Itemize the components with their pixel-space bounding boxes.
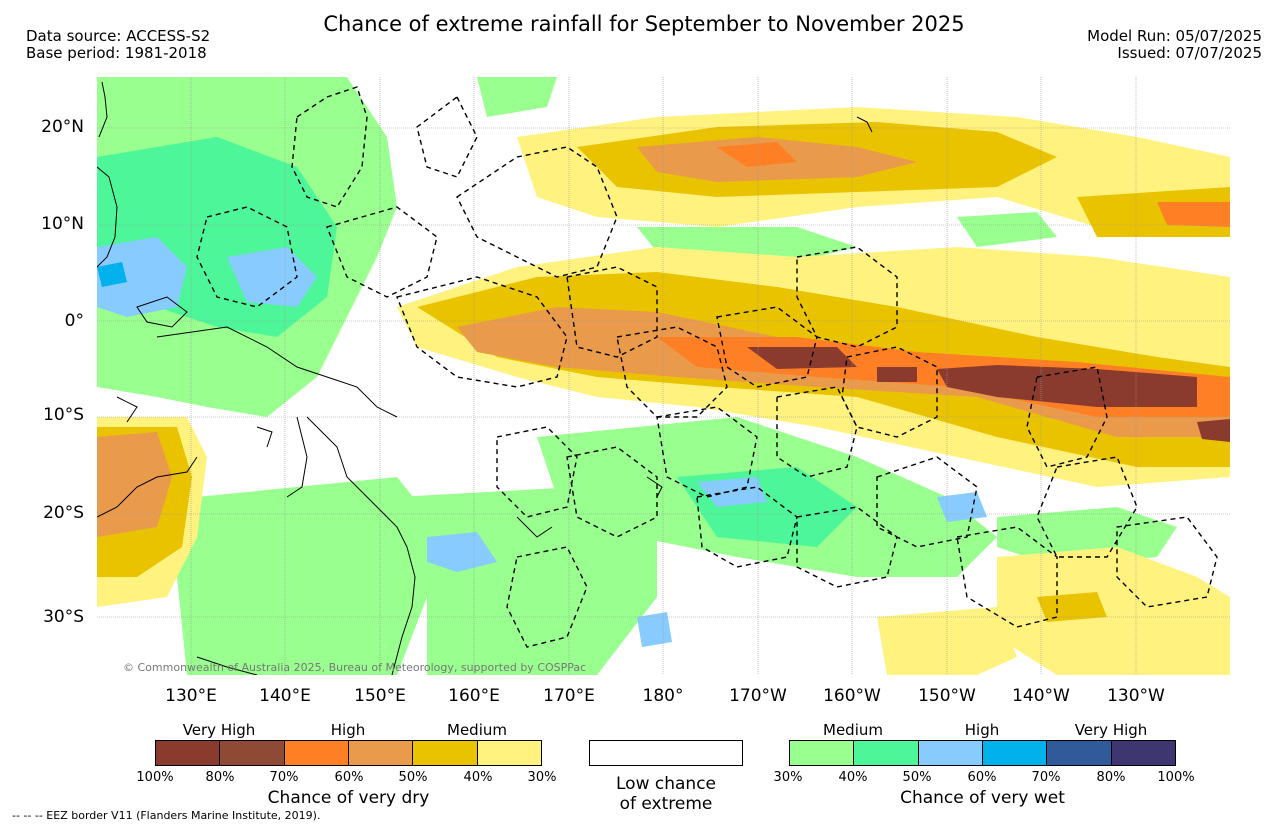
lat-label-equator: 0° [64, 311, 84, 331]
wet-swatch-70-80 [1047, 741, 1112, 765]
dry-swatch-50-60 [348, 741, 414, 765]
dry-swatch-40-50 [413, 741, 478, 765]
dry-level-very-high: Very High [182, 721, 256, 739]
lon-label-140e: 140°E [259, 686, 311, 706]
graticule [97, 77, 1230, 675]
rainfall-map: © Commonwealth of Australia 2025, Bureau… [97, 77, 1230, 675]
lon-label-180: 180° [642, 686, 684, 706]
wet-tick: 40% [838, 770, 868, 785]
dry-colorbar [155, 740, 542, 766]
dry-level-medium: Medium [447, 721, 507, 739]
dry-tick: 50% [398, 770, 428, 785]
low-chance-swatch [589, 740, 743, 766]
map-copyright: © Commonwealth of Australia 2025, Bureau… [123, 661, 586, 674]
dry-tick: 70% [269, 770, 299, 785]
lon-label-160w: 160°W [823, 686, 881, 706]
lat-label-20s: 20°S [43, 503, 84, 523]
wet-tick: 30% [773, 770, 803, 785]
lon-label-170e: 170°E [543, 686, 595, 706]
issued-label: Issued: 07/07/2025 [1117, 44, 1262, 62]
dry-tick: 60% [334, 770, 364, 785]
wet-swatch-30-40 [790, 741, 855, 765]
wet-legend-caption: Chance of very wet [900, 788, 1065, 808]
wet-level-medium: Medium [823, 721, 883, 739]
wet-level-high: High [964, 721, 1000, 739]
dry-tick: 30% [527, 770, 557, 785]
wet-swatch-80-100 [1111, 741, 1175, 765]
lon-label-160e: 160°E [448, 686, 500, 706]
eez-footnote: -- -- -- EEZ border V11 (Flanders Marine… [12, 809, 321, 822]
wet-tick: 100% [1157, 770, 1195, 785]
wet-swatch-40-50 [854, 741, 919, 765]
wet-tick: 80% [1096, 770, 1126, 785]
model-run-label: Model Run: 05/07/2025 [1087, 27, 1262, 45]
dry-chance-regions [97, 107, 1230, 675]
lon-label-170w: 170°W [729, 686, 787, 706]
wet-colorbar [789, 740, 1176, 766]
map-title: Chance of extreme rainfall for September… [323, 12, 965, 36]
lon-label-150w: 150°W [918, 686, 976, 706]
dry-swatch-30-40 [477, 741, 541, 765]
coastlines [97, 81, 873, 675]
dry-swatch-70-80 [220, 741, 285, 765]
base-period-label: Base period: 1981-2018 [26, 44, 207, 62]
dry-swatch-60-70 [284, 741, 349, 765]
lon-label-150e: 150°E [354, 686, 406, 706]
low-chance-caption-2: of extreme [619, 794, 713, 814]
wet-tick: 60% [967, 770, 997, 785]
wet-tick: 50% [902, 770, 932, 785]
lat-label-20n: 20°N [41, 117, 84, 137]
wet-swatch-60-70 [982, 741, 1048, 765]
lon-label-130w: 130°W [1107, 686, 1165, 706]
low-chance-caption-1: Low chance [616, 774, 716, 794]
dry-swatch-80-100 [156, 741, 221, 765]
lat-label-10s: 10°S [43, 405, 84, 425]
eez-borders [196, 86, 1218, 648]
dry-level-high: High [330, 721, 366, 739]
lat-label-30s: 30°S [43, 607, 84, 627]
wet-swatch-50-60 [918, 741, 983, 765]
wet-chance-regions [97, 77, 1177, 675]
wet-level-very-high: Very High [1074, 721, 1148, 739]
dry-tick: 80% [205, 770, 235, 785]
lon-label-130e: 130°E [165, 686, 217, 706]
dry-legend-caption: Chance of very dry [267, 788, 430, 808]
lon-label-140w: 140°W [1012, 686, 1070, 706]
wet-tick: 70% [1031, 770, 1061, 785]
data-source-label: Data source: ACCESS-S2 [26, 27, 211, 45]
lat-label-10n: 10°N [41, 214, 84, 234]
dry-tick: 40% [463, 770, 493, 785]
dry-tick: 100% [136, 770, 174, 785]
